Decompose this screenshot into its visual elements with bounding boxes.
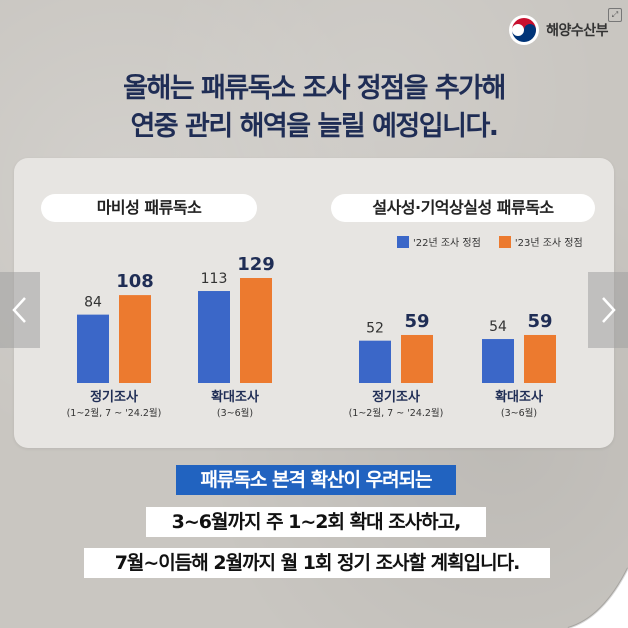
prev-slide-button[interactable] — [0, 272, 40, 348]
next-slide-button[interactable] — [588, 272, 628, 348]
data-label: 113 — [201, 271, 228, 287]
bar — [482, 339, 514, 383]
bar — [401, 334, 433, 383]
legend-item-2023: '23년 조사 정점 — [498, 234, 583, 249]
headline-line-1: 올해는 패류독소 조사 정점을 추가해 — [123, 73, 506, 104]
headline-line-2: 연중 관리 해역을 늘릴 예정입니다. — [130, 111, 499, 142]
data-label: 59 — [527, 311, 552, 332]
taegeuk-emblem-icon — [509, 15, 540, 45]
data-label: 84 — [84, 295, 102, 311]
page-curl — [567, 567, 628, 628]
category-label: 확대조사 — [211, 389, 259, 405]
chevron-left-icon — [12, 297, 26, 323]
bar — [359, 340, 391, 383]
category-subtitle: (3~6월) — [217, 407, 253, 419]
data-label: 59 — [404, 311, 429, 332]
category-subtitle: (1~2월, 7 ~ '24.2월) — [67, 407, 162, 419]
bar — [240, 278, 272, 383]
data-label: 54 — [489, 319, 507, 335]
category-label: 확대조사 — [495, 389, 543, 405]
legend-label-2022: '22년 조사 정점 — [413, 238, 481, 249]
ministry-logo: 해양수산부 — [508, 14, 608, 46]
bar — [524, 334, 556, 383]
bar — [77, 314, 109, 383]
legend-item-2022: '22년 조사 정점 — [397, 234, 481, 249]
legend-swatch-2022 — [397, 235, 409, 248]
chart-legend: '22년 조사 정점 '23년 조사 정점 — [397, 234, 583, 249]
bar — [198, 291, 230, 383]
chevron-right-icon — [602, 297, 616, 323]
logo-text: 해양수산부 — [546, 23, 608, 39]
expand-icon[interactable]: ⤢ — [608, 8, 622, 22]
data-label: 129 — [237, 254, 275, 275]
legend-swatch-2023 — [498, 235, 511, 248]
legend-label-2023: '23년 조사 정점 — [514, 238, 583, 249]
category-subtitle: (1~2월, 7 ~ '24.2월) — [349, 407, 444, 419]
tagline: 패류독소 본격 확산이 우려되는 — [176, 465, 456, 495]
category-label: 정기조사 — [90, 389, 138, 405]
category-label: 정기조사 — [372, 389, 420, 405]
headline: 올해는 패류독소 조사 정점을 추가해 연중 관리 해역을 늘릴 예정입니다. — [0, 70, 628, 146]
sentence-1: 3~6월까지 주 1~2회 확대 조사하고, — [146, 507, 486, 537]
sentence-2: 7월~이듬해 2월까지 월 1회 정기 조사할 계획입니다. — [84, 548, 550, 578]
data-label: 52 — [366, 321, 384, 337]
data-label: 108 — [116, 271, 154, 292]
chart-title-left: 마비성 패류독소 — [41, 194, 257, 222]
bar — [119, 295, 151, 383]
chart-title-right: 설사성·기억상실성 패류독소 — [331, 194, 595, 222]
category-subtitle: (3~6월) — [501, 407, 537, 419]
